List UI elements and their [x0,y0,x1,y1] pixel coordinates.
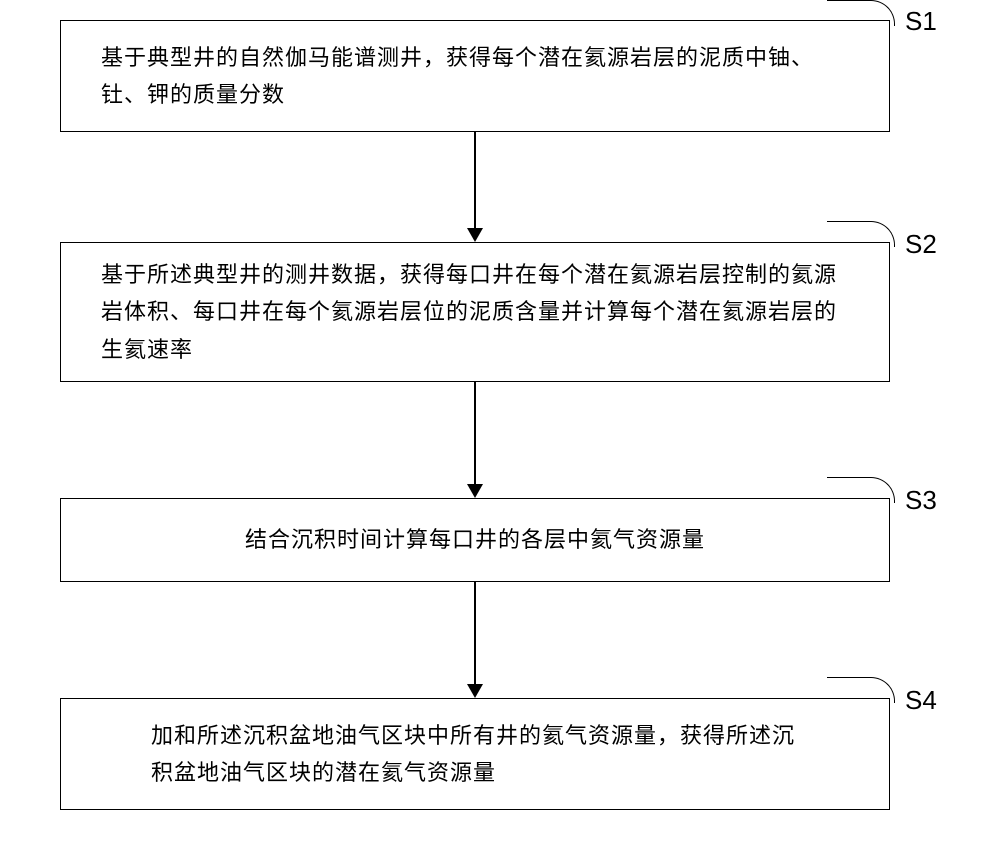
connector-arrow [60,382,890,498]
step-text-s3: 结合沉积时间计算每口井的各层中氦气资源量 [61,503,889,576]
leader-line [827,477,895,503]
step-box-s2: 基于所述典型井的测井数据，获得每口井在每个潜在氦源岩层控制的氦源岩体积、每口井在… [60,242,890,382]
step-label-s3: S3 [905,485,937,516]
connector-arrow [60,132,890,242]
arrow-down-icon [467,484,483,498]
step-text-s4: 加和所述沉积盆地油气区块中所有井的氦气资源量，获得所述沉积盆地油气区块的潜在氦气… [61,699,889,810]
flowchart-container: 基于典型井的自然伽马能谱测井，获得每个潜在氦源岩层的泥质中铀、钍、钾的质量分数 … [60,20,890,810]
leader-line [827,221,895,247]
leader-line [827,677,895,703]
step-label-s2: S2 [905,229,937,260]
connector-arrow [60,582,890,698]
arrow-down-icon [467,684,483,698]
step-text-s1: 基于典型井的自然伽马能谱测井，获得每个潜在氦源岩层的泥质中铀、钍、钾的质量分数 [61,21,889,132]
leader-line [827,0,895,26]
step-box-s3: 结合沉积时间计算每口井的各层中氦气资源量 [60,498,890,582]
step-label-s4: S4 [905,685,937,716]
step-box-s4: 加和所述沉积盆地油气区块中所有井的氦气资源量，获得所述沉积盆地油气区块的潜在氦气… [60,698,890,810]
step-text-s2: 基于所述典型井的测井数据，获得每口井在每个潜在氦源岩层控制的氦源岩体积、每口井在… [61,238,889,386]
step-box-s1: 基于典型井的自然伽马能谱测井，获得每个潜在氦源岩层的泥质中铀、钍、钾的质量分数 [60,20,890,132]
step-label-s1: S1 [905,6,937,37]
